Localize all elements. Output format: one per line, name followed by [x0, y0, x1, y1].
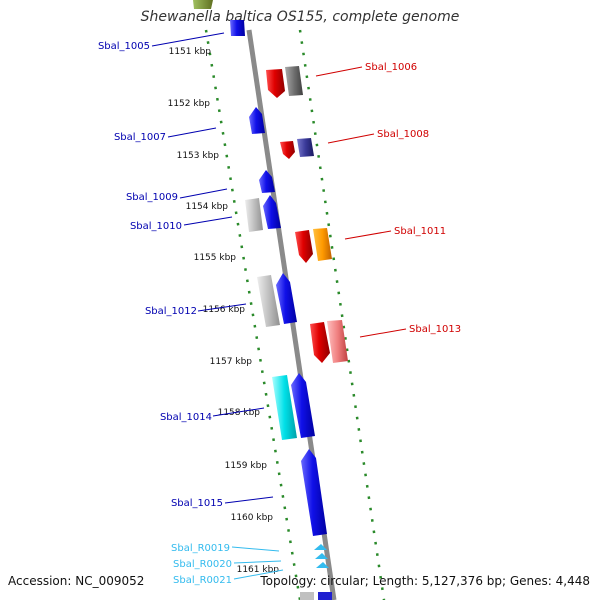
tick-label: 1151 kbp: [169, 47, 212, 57]
tick-label: 1154 kbp: [186, 202, 229, 212]
gene-sbal-1009: [259, 170, 275, 193]
topology-label: Topology: circular; Length: 5,127,376 bp…: [260, 574, 590, 588]
leader-line-sbal-1013: [359, 328, 407, 338]
leader-line-sbal-1008: [327, 133, 375, 144]
leader-line-sbal-1011: [344, 230, 392, 240]
gene-sbal-1006b: [285, 66, 303, 96]
tick-label: 1153 kbp: [177, 151, 220, 161]
leader-line-sbal-1007: [167, 127, 217, 138]
gene-labels-right: Sbal_1006 Sbal_1008 Sbal_1011 Sbal_1013: [365, 62, 461, 335]
gene-sbal-1006a: [266, 69, 285, 98]
gene-label-sbal-1014: Sbal_1014: [160, 412, 212, 423]
gene-label-sbal-1009: Sbal_1009: [126, 192, 178, 203]
gene-sbal-1013b: [327, 320, 348, 363]
gene-sbal-1012-gray: [257, 275, 280, 327]
gene-sbal-1010-gray: [245, 198, 263, 232]
leader-line-sbal-r0019: [231, 546, 280, 552]
leader-lines: [151, 32, 407, 580]
rna-sbal-r0021: [316, 562, 329, 568]
gene-label-sbal-r0021: Sbal_R0021: [173, 575, 232, 586]
gene-sbal-1011b: [313, 228, 332, 261]
gene-gray-bottom: [300, 592, 314, 600]
gene-blue-bottom: [318, 592, 332, 600]
tick-label: 1156 kbp: [203, 305, 246, 315]
gene-label-sbal-1013: Sbal_1013: [409, 324, 461, 335]
gene-label-sbal-1010: Sbal_1010: [130, 221, 182, 232]
gene-sbal-1008b: [297, 138, 314, 157]
gene-sbal-1011a: [295, 230, 313, 263]
left-tick-rail: [204, 29, 302, 600]
leader-line-sbal-1012: [197, 303, 247, 312]
leader-line-sbal-r0020: [233, 560, 282, 564]
tick-label: 1160 kbp: [231, 513, 274, 523]
tick-label: 1152 kbp: [168, 99, 211, 109]
gene-sbal-1010: [263, 195, 281, 229]
rna-sbal-r0019: [314, 544, 327, 550]
leader-line-sbal-1005: [151, 32, 225, 47]
tick-label: 1157 kbp: [210, 357, 253, 367]
gene-labels-left: Sbal_1005 Sbal_1007 Sbal_1009 Sbal_1010 …: [98, 41, 232, 586]
gene-sbal-1015: [301, 449, 327, 536]
gene-sbal-1005-end: [230, 20, 245, 36]
leader-line-sbal-1009: [179, 188, 228, 199]
gene-label-sbal-r0020: Sbal_R0020: [173, 559, 232, 570]
right-tick-rail: [298, 29, 386, 600]
gene-sbal-1014: [291, 373, 315, 438]
gene-sbal-1012: [276, 273, 297, 324]
tick-label: 1159 kbp: [225, 461, 268, 471]
gene-sbal-1014-cyan: [272, 375, 297, 440]
gene-label-sbal-1012: Sbal_1012: [145, 306, 197, 317]
gene-label-sbal-1006: Sbal_1006: [365, 62, 417, 73]
tick-label: 1161 kbp: [237, 565, 280, 575]
gene-label-sbal-1007: Sbal_1007: [114, 132, 166, 143]
gene-sbal-1007: [249, 107, 265, 134]
gene-label-sbal-r0019: Sbal_R0019: [171, 543, 230, 554]
leader-line-sbal-1006: [315, 66, 363, 77]
gene-label-sbal-1005: Sbal_1005: [98, 41, 150, 52]
tick-label: 1155 kbp: [194, 253, 237, 263]
leader-line-sbal-1014: [212, 407, 265, 417]
map-title: Shewanella baltica OS155, complete genom…: [140, 9, 460, 25]
leader-line-sbal-r0021: [233, 569, 284, 580]
gene-label-sbal-1015: Sbal_1015: [171, 498, 223, 509]
leader-line-sbal-1015: [224, 496, 274, 504]
gene-sbal-1013a: [310, 322, 330, 363]
accession-label: Accession: NC_009052: [8, 574, 145, 588]
leader-line-sbal-1010: [183, 216, 233, 226]
gene-sbal-1008a: [280, 141, 295, 159]
gene-sbal-1005: [193, 0, 213, 9]
gene-label-sbal-1011: Sbal_1011: [394, 226, 446, 237]
gene-label-sbal-1008: Sbal_1008: [377, 129, 429, 140]
position-tick-labels: 1151 kbp 1152 kbp 1153 kbp 1154 kbp 1155…: [168, 47, 280, 575]
rna-sbal-r0020: [315, 553, 328, 559]
tick-label: 1158 kbp: [218, 408, 261, 418]
